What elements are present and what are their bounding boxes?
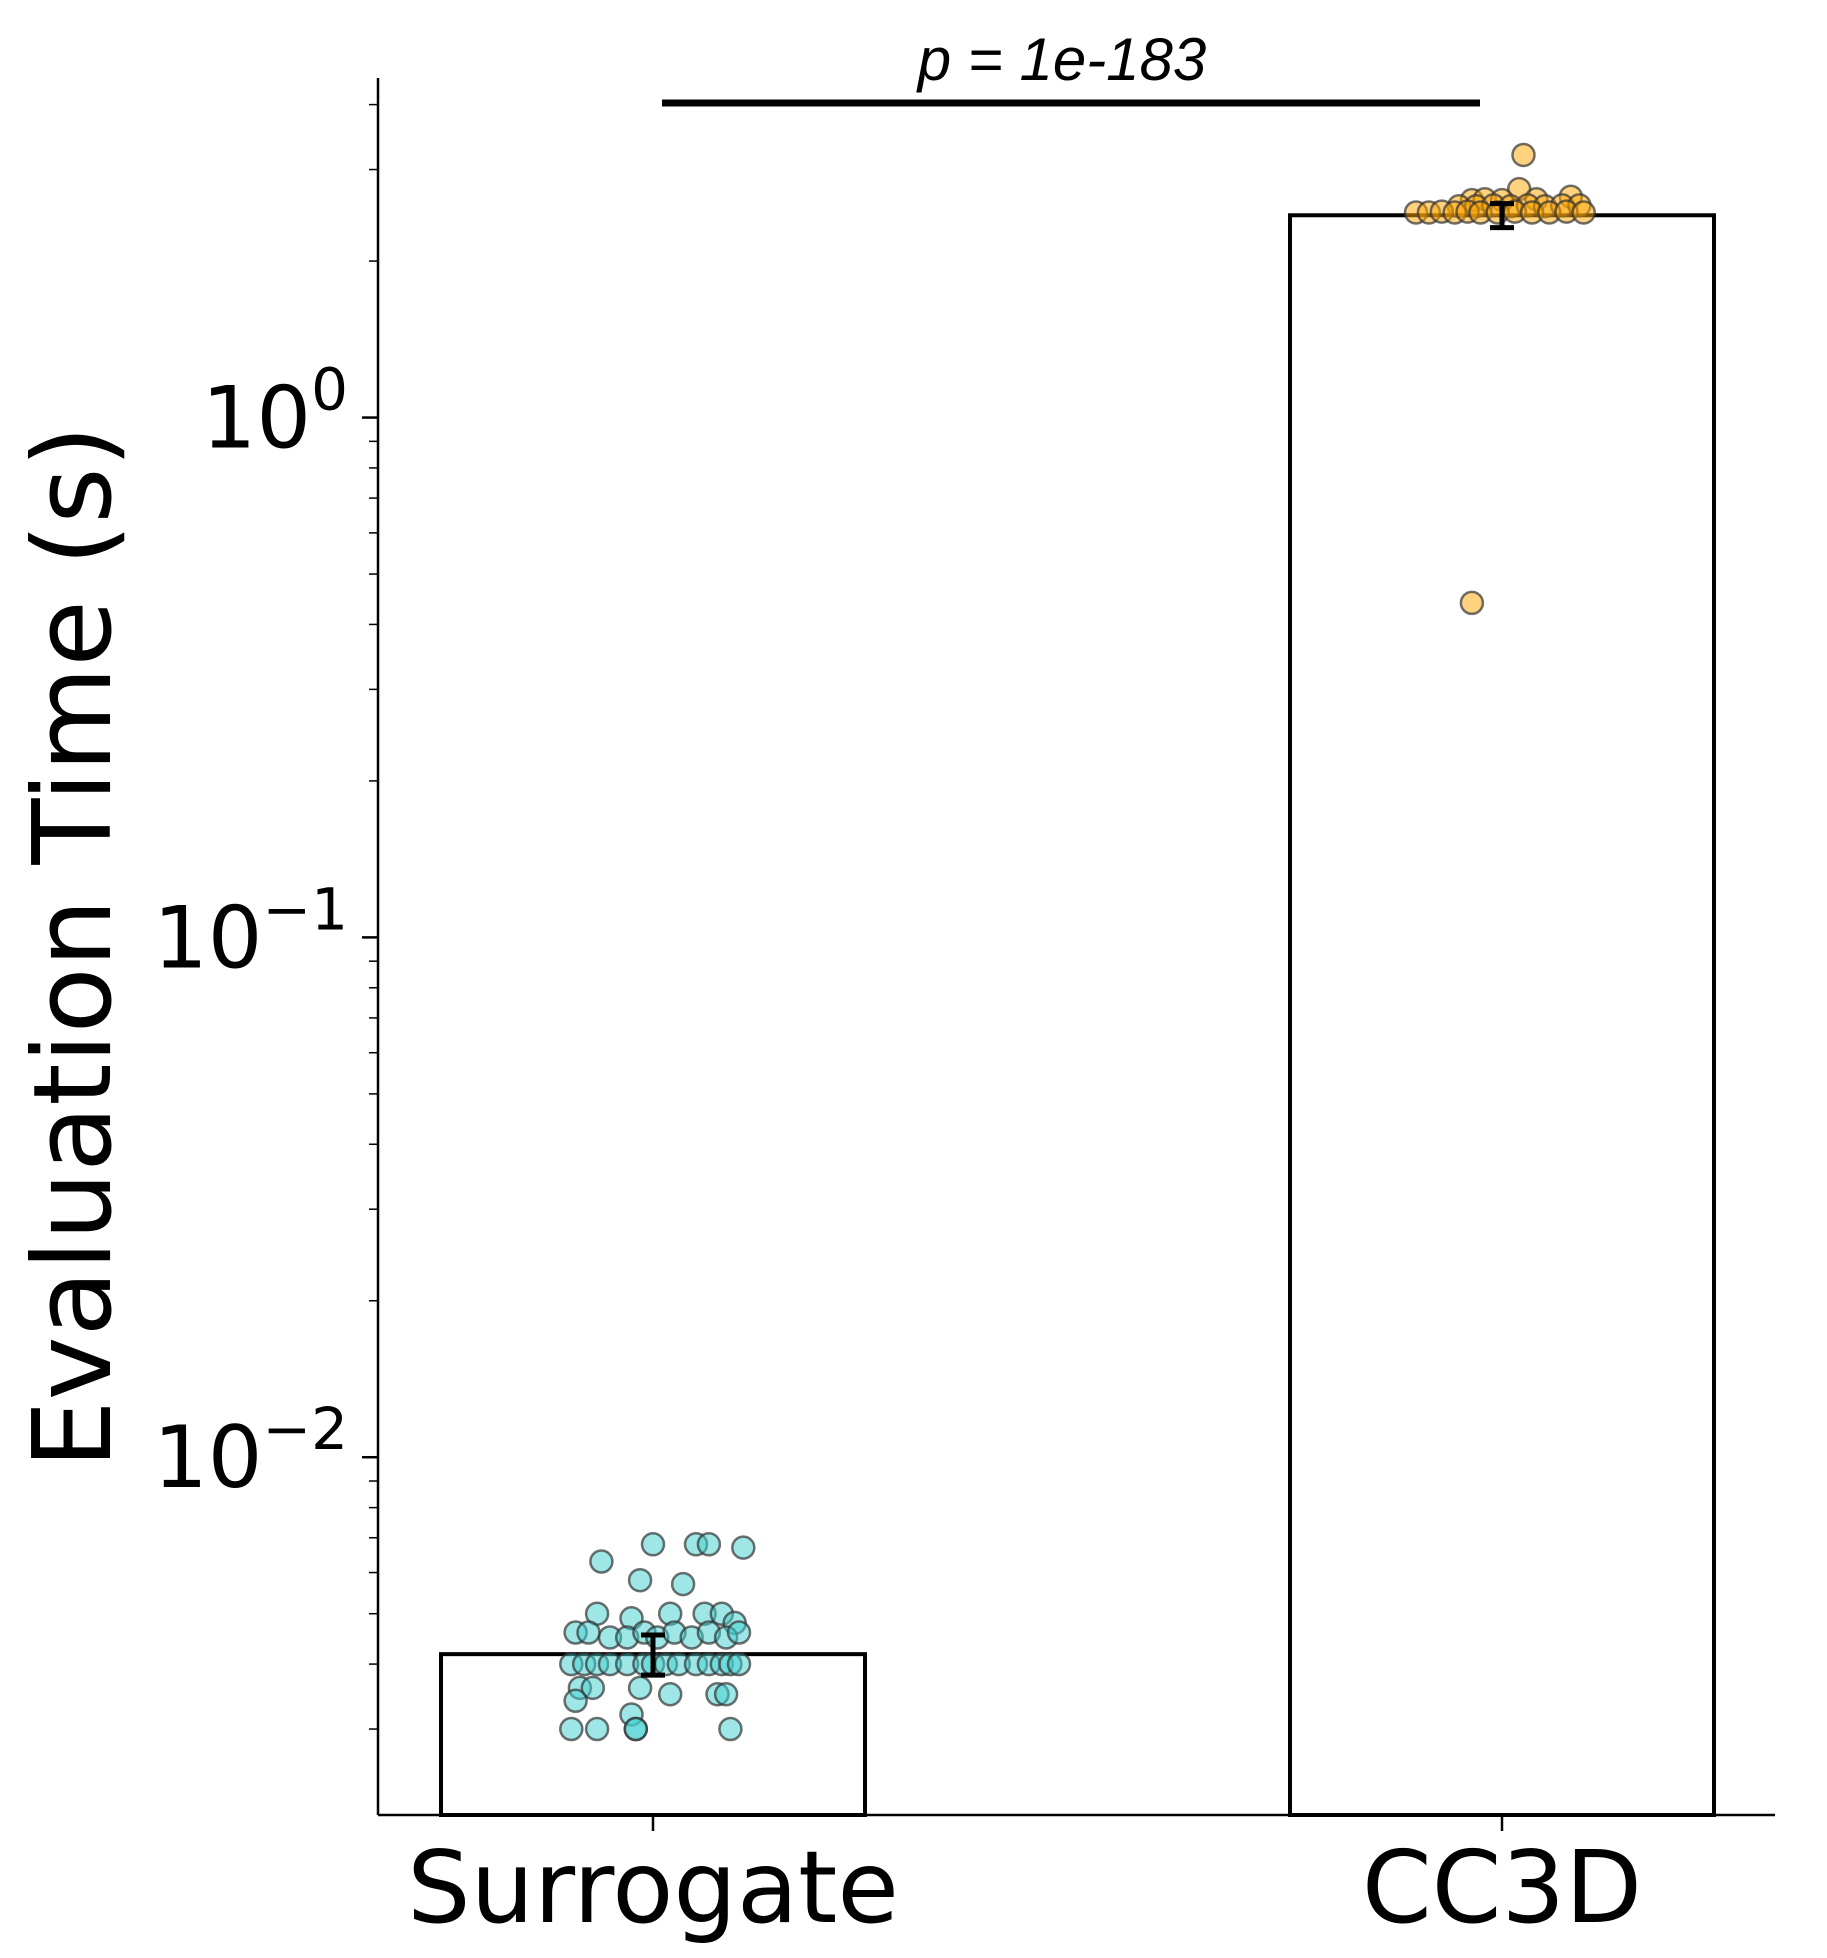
y-tick-base: 10: [202, 369, 311, 469]
data-point-cc3d: [1511, 142, 1536, 168]
y-axis-title: Evaluation Time (s): [11, 425, 136, 1468]
data-point-cc3d: [1459, 590, 1485, 616]
data-point-surrogate: [640, 1532, 666, 1557]
data-point-surrogate: [559, 1716, 584, 1742]
data-point-surrogate: [580, 1675, 606, 1701]
y-tick-base: 10: [153, 1408, 262, 1508]
bar-surrogate: [439, 1652, 867, 1818]
data-point-surrogate: [623, 1716, 649, 1742]
data-point-surrogate: [576, 1620, 601, 1645]
data-point-surrogate: [713, 1681, 739, 1707]
y-tick-label: 10−2: [153, 1395, 348, 1508]
data-point-surrogate: [696, 1532, 722, 1557]
data-point-surrogate: [563, 1688, 588, 1714]
data-point-surrogate: [726, 1651, 752, 1677]
data-point-surrogate: [584, 1716, 610, 1742]
data-point-surrogate: [657, 1681, 683, 1707]
y-tick-exponent: −2: [263, 1395, 349, 1463]
annotation-layer: p = 1e-183: [662, 26, 1480, 107]
y-tick-base: 10: [153, 888, 262, 988]
significance-label: p = 1e-183: [916, 26, 1207, 93]
data-point-cc3d: [1571, 200, 1596, 225]
y-tick-label: 100: [202, 356, 348, 469]
error-bars-layer: [641, 201, 1514, 1678]
y-tick-exponent: −1: [263, 875, 349, 943]
points-layer: [559, 142, 1596, 1742]
data-point-surrogate: [589, 1549, 614, 1574]
y-tick-label: 10−1: [153, 875, 348, 988]
data-point-surrogate: [726, 1620, 752, 1645]
data-point-surrogate: [718, 1716, 743, 1742]
bars-layer: [439, 213, 1716, 1818]
x-tick-label-surrogate: Surrogate: [407, 1829, 899, 1946]
data-point-surrogate: [627, 1567, 653, 1593]
y-tick-exponent: 0: [311, 356, 348, 424]
x-tick-label-cc3d: CC3D: [1362, 1829, 1642, 1946]
data-point-surrogate: [731, 1535, 756, 1560]
bar-cc3d: [1288, 213, 1716, 1817]
data-point-surrogate: [670, 1571, 696, 1597]
data-point-surrogate: [627, 1675, 653, 1701]
